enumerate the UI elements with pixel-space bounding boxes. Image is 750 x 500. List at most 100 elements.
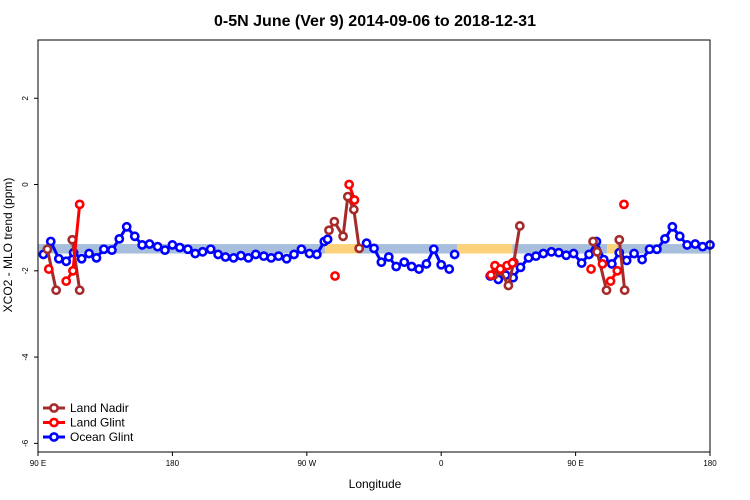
y-tick-label: 0 [21,182,30,187]
legend-marker [49,403,59,413]
legend-item-land-glint: Land Glint [43,416,125,430]
x-tick-label: 90 W [297,459,316,468]
ocean-glint-point [266,252,277,263]
ocean-glint-point [376,257,387,268]
ocean-glint-point [190,248,201,259]
legend-marker [49,417,59,428]
ocean-glint-point [45,236,56,247]
ocean-glint-point [152,241,163,252]
ocean-glint-point [584,249,594,260]
ocean-glint-point [322,234,333,245]
plot-frame [37,39,711,453]
ocean-glint-point [205,244,216,255]
ocean-glint-point [449,249,460,260]
ocean-glint-point [428,244,439,255]
ocean-glint-point [273,251,284,262]
ocean-glint-point [91,252,102,263]
background-band-5 [607,244,618,254]
land-glint-point [619,199,629,210]
legend-item-land-nadir: Land Nadir [43,401,129,415]
ocean-glint-point [383,252,394,262]
series-layer [38,179,715,296]
ocean-glint-point [391,261,402,272]
ocean-glint-point [523,252,534,263]
x-axis-label: Longitude [349,477,402,491]
land-nadir-point [514,221,525,231]
ocean-glint-point [606,259,617,269]
ocean-glint-point [546,246,557,257]
ocean-glint-point [197,246,208,257]
land-glint-point [74,199,85,210]
land-nadir-point [42,244,53,255]
ocean-glint-point [414,264,424,274]
ocean-glint-point [76,253,87,264]
ocean-glint-point [637,254,648,265]
land-glint-point [486,270,496,281]
y-axis-label: XCO2 - MLO trend (ppm) [1,178,15,313]
land-nadir-point [614,234,625,245]
land-nadir-point [324,225,334,236]
land-nadir-point [348,204,359,215]
ocean-glint-point [304,248,315,259]
land-glint-point [597,259,608,269]
x-tick-label: 0 [439,459,444,468]
land-glint-point [605,276,616,287]
ocean-glint-point [243,252,254,263]
ocean-glint-point [84,248,94,259]
legend-label: Land Nadir [70,401,129,415]
legend-marker [49,432,59,442]
ocean-glint-point [281,253,292,264]
ocean-glint-point [652,244,662,255]
ocean-glint-point [660,233,670,244]
ocean-glint-point [697,241,708,252]
y-tick-label: -4 [21,353,30,361]
ocean-glint-point [436,259,447,270]
ocean-glint-point [114,233,125,244]
land-nadir-point [51,285,62,296]
ocean-glint-point [107,245,117,255]
land-glint-point [612,265,623,276]
legend-label: Land Glint [70,416,125,430]
ocean-glint-point [576,258,587,268]
ocean-glint-point [220,252,231,262]
series-land-glint [43,179,629,287]
land-nadir-point [354,243,365,254]
background-band-1 [324,244,360,254]
ocean-glint-point [674,231,685,242]
y-tick-label: -2 [21,267,30,275]
ocean-glint-point [629,248,639,259]
land-nadir-point [74,285,85,296]
land-nadir-point [592,246,603,257]
ocean-glint-point [311,249,322,260]
ocean-glint-point [621,255,632,266]
land-glint-point [330,271,340,281]
ocean-glint-point [361,238,372,249]
ocean-glint-point [182,244,193,255]
legend-label: Ocean Glint [70,430,134,444]
land-nadir-line-1 [70,239,82,291]
ocean-glint-point [399,257,410,268]
land-nadir-point [329,216,340,227]
ocean-glint-point [144,239,155,249]
ocean-glint-point [444,264,455,274]
ocean-glint-point [538,248,549,259]
land-glint-point [344,179,355,190]
ocean-glint-point [258,251,269,262]
x-tick-label: 90 E [567,459,583,468]
x-tick-label: 180 [166,459,180,468]
ocean-glint-point [129,231,140,242]
ocean-glint-point [250,249,261,260]
land-nadir-point [338,231,348,242]
land-glint-point [68,265,78,276]
background-band-6 [617,244,710,254]
ocean-glint-point [568,248,579,259]
land-glint-point [349,195,360,205]
ocean-glint-point [682,240,693,250]
y-ticks: -6 -4 -2 0 2 [21,95,38,447]
ocean-glint-point [667,221,678,232]
land-nadir-point [503,280,514,291]
land-glint-point [43,264,54,274]
ocean-glint-point [61,256,72,267]
ocean-glint-point [515,262,526,273]
